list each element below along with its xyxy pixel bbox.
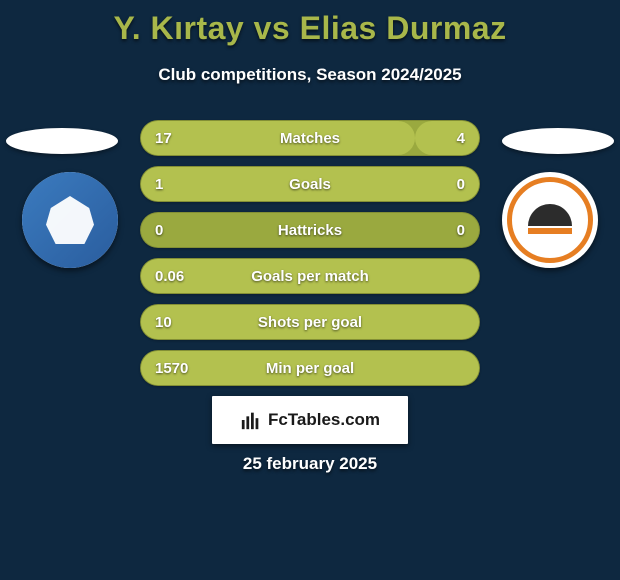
stat-row: 17Matches4 [140, 120, 480, 156]
stat-row: 1Goals0 [140, 166, 480, 202]
stat-value-left: 17 [141, 130, 201, 147]
brand-text: FcTables.com [268, 410, 380, 430]
stat-value-right: 4 [419, 130, 479, 147]
stat-row: 0Hattricks0 [140, 212, 480, 248]
stat-value-left: 0 [141, 222, 201, 239]
chart-bars-icon [240, 409, 262, 431]
stat-value-left: 1570 [141, 360, 201, 377]
stat-value-left: 0.06 [141, 268, 201, 285]
stat-label: Goals per match [201, 268, 419, 285]
page-title: Y. Kırtay vs Elias Durmaz [0, 0, 620, 47]
subtitle: Club competitions, Season 2024/2025 [0, 65, 620, 85]
stat-label: Min per goal [201, 360, 419, 377]
stats-container: 17Matches41Goals00Hattricks00.06Goals pe… [140, 120, 480, 396]
stat-value-right: 0 [419, 222, 479, 239]
date-label: 25 february 2025 [0, 454, 620, 474]
stat-row: 10Shots per goal [140, 304, 480, 340]
stat-value-left: 1 [141, 176, 201, 193]
brand-badge[interactable]: FcTables.com [212, 396, 408, 444]
stat-label: Goals [201, 176, 419, 193]
stat-label: Hattricks [201, 222, 419, 239]
stat-label: Matches [201, 130, 419, 147]
stat-value-right: 0 [419, 176, 479, 193]
stat-value-left: 10 [141, 314, 201, 331]
stat-label: Shots per goal [201, 314, 419, 331]
player-platform-left [6, 128, 118, 154]
stat-row: 1570Min per goal [140, 350, 480, 386]
adanaspor-crest-icon [507, 177, 593, 263]
team-badge-right [502, 172, 598, 268]
player-platform-right [502, 128, 614, 154]
team-badge-left [22, 172, 118, 268]
stat-row: 0.06Goals per match [140, 258, 480, 294]
erzurumspor-crest-icon [22, 172, 118, 268]
